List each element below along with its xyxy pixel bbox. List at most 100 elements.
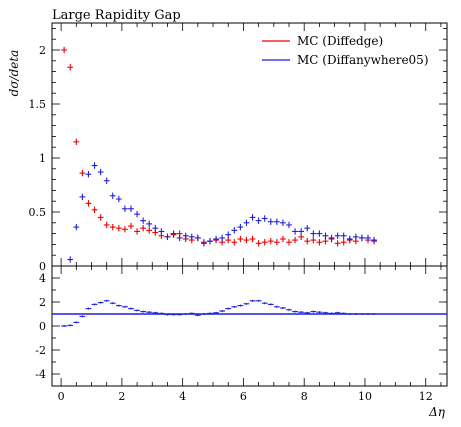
ratio-y-tick-label: -2 <box>35 344 46 357</box>
ratio-point <box>146 311 153 314</box>
data-point <box>170 230 177 237</box>
legend-label-diffanywhere05: MC (Diffanywhere05) <box>297 53 429 67</box>
ratio-y-tick-label: 2 <box>39 296 46 309</box>
data-point <box>219 234 226 242</box>
ratio-y-tick-label: 4 <box>39 272 46 285</box>
ratio-point <box>298 311 305 314</box>
data-point <box>340 239 347 246</box>
ratio-point <box>267 303 274 306</box>
data-point <box>115 225 122 232</box>
data-point <box>371 236 377 244</box>
data-point <box>255 240 262 247</box>
data-point <box>201 240 207 247</box>
data-point <box>273 239 280 246</box>
data-point <box>334 240 341 247</box>
data-point <box>328 234 335 242</box>
data-point <box>316 230 323 237</box>
ratio-point <box>207 312 213 315</box>
legend: MC (Diffedge) MC (Diffanywhere05) <box>262 34 429 67</box>
ratio-point <box>340 312 347 315</box>
ratio-point <box>213 311 219 314</box>
ratio-point <box>243 302 250 305</box>
main-y-tick-label: 2 <box>39 44 46 57</box>
data-point <box>91 162 98 169</box>
ratio-point <box>334 311 341 314</box>
data-point <box>85 200 92 207</box>
x-tick-label: 0 <box>58 390 65 403</box>
main-y-tick-label: 1.5 <box>29 98 47 111</box>
ratio-point <box>91 303 98 306</box>
data-point <box>280 219 286 226</box>
ratio-point <box>365 313 371 315</box>
data-point <box>73 223 80 231</box>
data-point <box>158 228 165 235</box>
data-point <box>352 233 359 241</box>
ratio-point <box>140 310 147 313</box>
data-point <box>207 237 213 245</box>
series-1 <box>67 162 377 263</box>
data-point <box>67 256 74 263</box>
data-point <box>146 220 153 228</box>
data-point <box>346 235 353 243</box>
data-point <box>237 223 244 231</box>
ratio-point <box>322 311 329 314</box>
data-point <box>243 219 250 226</box>
ratio-point <box>286 308 292 311</box>
data-point <box>128 205 134 212</box>
ratio-point <box>249 299 256 302</box>
ratio-point <box>85 307 92 310</box>
ratio-point <box>201 313 207 315</box>
data-point <box>334 232 341 239</box>
data-point <box>286 221 292 229</box>
data-point <box>225 231 232 238</box>
data-point <box>280 235 286 243</box>
ratio-point <box>359 313 365 315</box>
data-point <box>128 222 134 230</box>
data-point <box>79 193 86 201</box>
ratio-point <box>328 312 335 315</box>
ratio-point <box>346 313 353 315</box>
ratio-point <box>292 310 298 313</box>
ratio-panel: 0 2 4 6 8 10 12 -4 -2 0 2 4 <box>35 265 448 403</box>
main-panel: 0 0.5 1 1.5 2 <box>29 22 448 273</box>
data-point <box>340 232 347 239</box>
ratio-point <box>79 315 86 318</box>
data-point <box>255 217 262 224</box>
data-point <box>109 223 116 231</box>
data-point <box>298 228 305 235</box>
data-point <box>61 46 68 54</box>
main-y-tick-label: 0 <box>39 260 46 273</box>
ratio-point <box>128 307 134 310</box>
data-point <box>164 233 171 241</box>
data-point <box>261 239 268 246</box>
data-point <box>140 225 147 232</box>
data-point <box>194 234 201 242</box>
data-point <box>249 214 256 221</box>
data-point <box>91 206 98 214</box>
data-point <box>304 237 311 245</box>
data-point <box>292 236 298 244</box>
data-point <box>79 169 86 177</box>
data-point <box>213 235 219 243</box>
data-point <box>97 214 104 221</box>
data-point <box>115 195 122 203</box>
data-point <box>267 237 274 245</box>
main-y-tick-label: 0.5 <box>29 206 47 219</box>
ratio-point <box>115 304 122 307</box>
y-axis-label: dσ/deta <box>7 50 21 97</box>
data-point <box>97 168 104 176</box>
data-point <box>225 236 232 244</box>
ratio-point <box>237 304 244 307</box>
data-point <box>140 217 147 224</box>
ratio-point <box>255 299 262 302</box>
ratio-point <box>371 313 377 315</box>
data-point <box>134 228 140 235</box>
ratio-point <box>109 302 116 305</box>
data-point <box>322 232 329 239</box>
ratio-point <box>188 312 195 315</box>
data-point <box>146 227 153 234</box>
ratio-point <box>170 313 177 316</box>
ratio-point <box>134 309 140 312</box>
